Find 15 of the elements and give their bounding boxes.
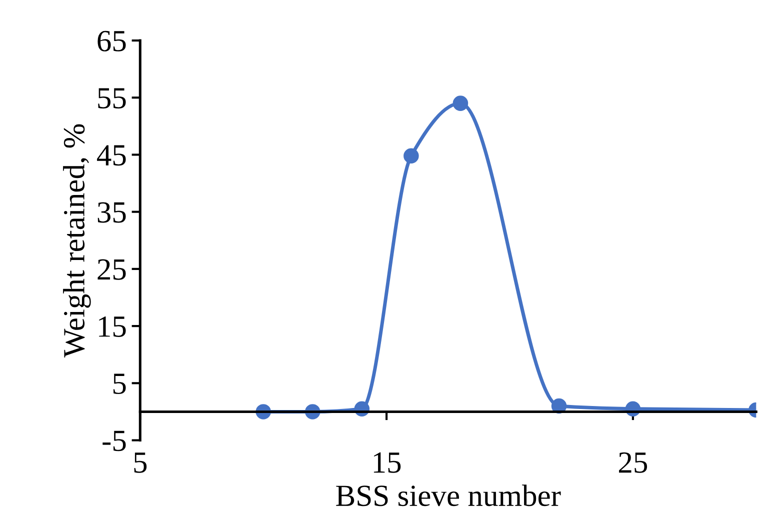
y-tick-label: 65 — [98, 30, 126, 52]
y-tick-label: 35 — [98, 202, 126, 223]
y-axis-title: Weight retained, % — [63, 124, 91, 358]
y-tick-label: 15 — [99, 316, 126, 337]
y-tick-label: -5 — [102, 430, 126, 452]
y-tick-label: 55 — [98, 88, 126, 109]
point — [404, 148, 419, 164]
y-tick-label: 45 — [96, 145, 126, 166]
x-tick-label: 25 — [619, 452, 648, 473]
x-axis-title: BSS sieve number — [336, 484, 561, 506]
y-tick-label: 25 — [98, 259, 126, 280]
x-tick-label: 15 — [374, 452, 401, 473]
y-tick-label: 5 — [113, 374, 126, 394]
x-tick-label: 5 — [134, 452, 147, 473]
point — [452, 96, 468, 111]
